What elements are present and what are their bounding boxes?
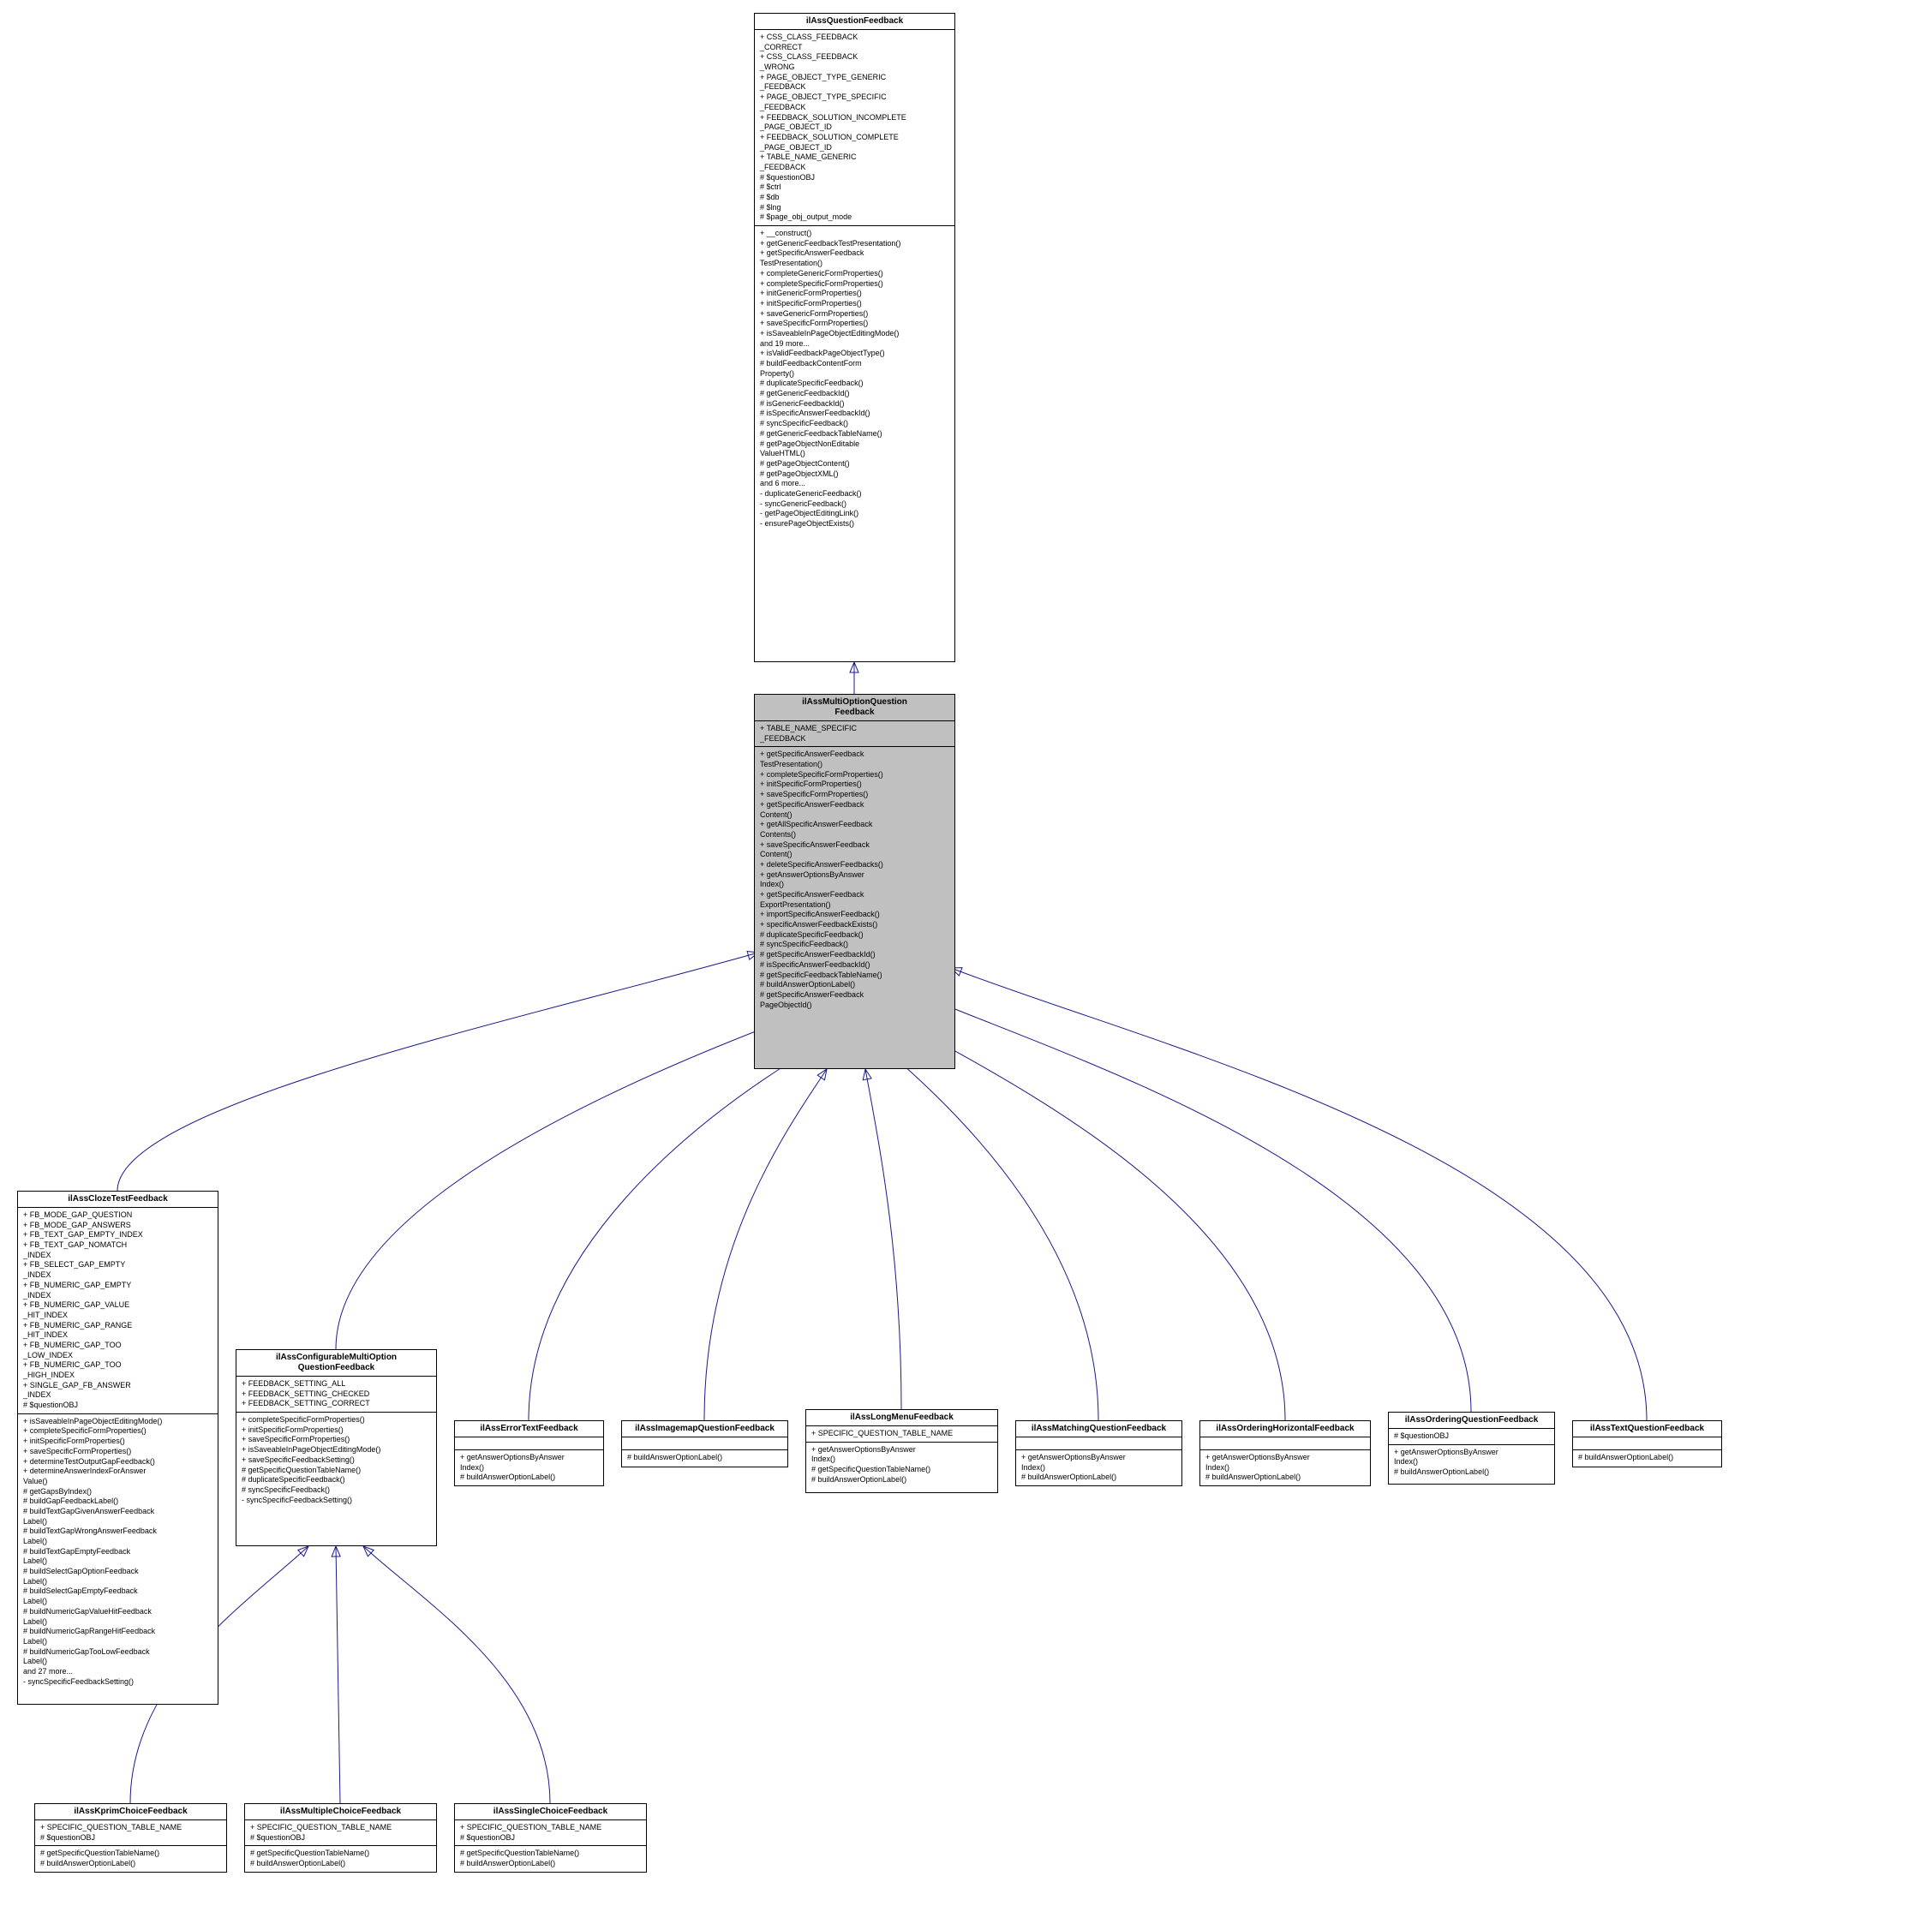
uml-class-section xyxy=(622,1437,787,1450)
inheritance-arrow xyxy=(895,1058,1098,1420)
uml-class-ilAssKprimChoiceFeedback[interactable]: ilAssKprimChoiceFeedback+ SPECIFIC_QUEST… xyxy=(34,1803,227,1873)
uml-class-section: + CSS_CLASS_FEEDBACK _CORRECT + CSS_CLAS… xyxy=(755,30,954,226)
inheritance-arrow xyxy=(363,1546,550,1803)
uml-class-section: + getAnswerOptionsByAnswer Index() # bui… xyxy=(1200,1450,1370,1485)
inheritance-arrow xyxy=(529,1058,797,1420)
uml-class-ilAssOrderingQuestionFeedback[interactable]: ilAssOrderingQuestionFeedback# $question… xyxy=(1388,1412,1555,1485)
inheritance-arrow xyxy=(336,1024,775,1349)
uml-class-title: ilAssKprimChoiceFeedback xyxy=(35,1804,226,1820)
uml-class-section: + getAnswerOptionsByAnswer Index() # get… xyxy=(806,1443,997,1488)
uml-class-section xyxy=(1200,1437,1370,1450)
uml-class-section: + TABLE_NAME_SPECIFIC _FEEDBACK xyxy=(755,721,954,747)
uml-class-title: ilAssConfigurableMultiOption QuestionFee… xyxy=(236,1350,436,1377)
uml-diagram-container: ilAssQuestionFeedback+ CSS_CLASS_FEEDBAC… xyxy=(9,9,1923,1909)
uml-class-section: # buildAnswerOptionLabel() xyxy=(1573,1450,1721,1466)
uml-class-section: + getAnswerOptionsByAnswer Index() # bui… xyxy=(1389,1445,1554,1480)
uml-class-ilAssImagemapQuestionFeedback[interactable]: ilAssImagemapQuestionFeedback # buildAnsw… xyxy=(621,1420,788,1467)
uml-class-section: + SPECIFIC_QUESTION_TABLE_NAME # $questi… xyxy=(455,1820,646,1846)
uml-class-title: ilAssSingleChoiceFeedback xyxy=(455,1804,646,1820)
uml-class-section xyxy=(455,1437,603,1450)
uml-class-section: + __construct() + getGenericFeedbackTest… xyxy=(755,226,954,532)
uml-class-title: ilAssMultipleChoiceFeedback xyxy=(245,1804,436,1820)
inheritance-arrow xyxy=(336,1546,340,1803)
inheritance-arrow xyxy=(865,1069,901,1409)
uml-class-section xyxy=(1573,1437,1721,1450)
uml-class-ilAssOrderingHorizontalFeedback[interactable]: ilAssOrderingHorizontalFeedback + getAnsw… xyxy=(1199,1420,1371,1486)
uml-class-title: ilAssOrderingQuestionFeedback xyxy=(1389,1413,1554,1429)
arrows-layer xyxy=(9,9,1923,1909)
uml-class-section: # buildAnswerOptionLabel() xyxy=(622,1450,787,1466)
uml-class-title: ilAssOrderingHorizontalFeedback xyxy=(1200,1421,1370,1437)
uml-class-section: # getSpecificQuestionTableName() # build… xyxy=(455,1846,646,1871)
uml-class-section: + getAnswerOptionsByAnswer Index() # bui… xyxy=(455,1450,603,1485)
uml-class-ilAssErrorTextFeedback[interactable]: ilAssErrorTextFeedback + getAnswerOptions… xyxy=(454,1420,604,1486)
uml-class-ilAssClozeTestFeedback[interactable]: ilAssClozeTestFeedback+ FB_MODE_GAP_QUES… xyxy=(17,1191,218,1705)
inheritance-arrow xyxy=(704,1069,827,1420)
uml-class-section: + FEEDBACK_SETTING_ALL + FEEDBACK_SETTIN… xyxy=(236,1377,436,1413)
uml-class-section: + FB_MODE_GAP_QUESTION + FB_MODE_GAP_ANS… xyxy=(18,1208,218,1414)
uml-class-title: ilAssClozeTestFeedback xyxy=(18,1192,218,1208)
uml-class-title: ilAssMatchingQuestionFeedback xyxy=(1016,1421,1181,1437)
inheritance-arrow xyxy=(117,953,758,1191)
uml-class-ilAssSingleChoiceFeedback[interactable]: ilAssSingleChoiceFeedback+ SPECIFIC_QUES… xyxy=(454,1803,647,1873)
uml-class-ilAssLongMenuFeedback[interactable]: ilAssLongMenuFeedback+ SPECIFIC_QUESTION… xyxy=(805,1409,998,1493)
uml-class-ilAssMultiOptionQuestionFeedback[interactable]: ilAssMultiOptionQuestion Feedback+ TABLE… xyxy=(754,694,955,1069)
uml-class-ilAssTextQuestionFeedback[interactable]: ilAssTextQuestionFeedback # buildAnswerOp… xyxy=(1572,1420,1722,1467)
uml-class-title: ilAssTextQuestionFeedback xyxy=(1573,1421,1721,1437)
inheritance-arrow xyxy=(921,1032,1285,1420)
uml-class-section: # getSpecificQuestionTableName() # build… xyxy=(245,1846,436,1871)
uml-class-section: + SPECIFIC_QUESTION_TABLE_NAME # $questi… xyxy=(35,1820,226,1846)
uml-class-section: + SPECIFIC_QUESTION_TABLE_NAME # $questi… xyxy=(245,1820,436,1846)
uml-class-section: + getSpecificAnswerFeedback TestPresenta… xyxy=(755,747,954,1013)
uml-class-ilAssConfigurableMultiOptionQuestionFeedback[interactable]: ilAssConfigurableMultiOption QuestionFee… xyxy=(236,1349,437,1546)
uml-class-section: # getSpecificQuestionTableName() # build… xyxy=(35,1846,226,1871)
uml-class-section: # $questionOBJ xyxy=(1389,1429,1554,1445)
uml-class-section: + completeSpecificFormProperties() + ini… xyxy=(236,1413,436,1508)
uml-class-ilAssMatchingQuestionFeedback[interactable]: ilAssMatchingQuestionFeedback + getAnswer… xyxy=(1015,1420,1182,1486)
uml-class-title: ilAssLongMenuFeedback xyxy=(806,1410,997,1426)
inheritance-arrow xyxy=(938,1002,1471,1412)
uml-class-title: ilAssQuestionFeedback xyxy=(755,14,954,30)
uml-class-section: + getAnswerOptionsByAnswer Index() # bui… xyxy=(1016,1450,1181,1485)
uml-class-section xyxy=(1016,1437,1181,1450)
uml-class-ilAssQuestionFeedback[interactable]: ilAssQuestionFeedback+ CSS_CLASS_FEEDBAC… xyxy=(754,13,955,662)
uml-class-title: ilAssErrorTextFeedback xyxy=(455,1421,603,1437)
inheritance-arrow xyxy=(951,968,1647,1420)
uml-class-section: + SPECIFIC_QUESTION_TABLE_NAME xyxy=(806,1426,997,1443)
uml-class-ilAssMultipleChoiceFeedback[interactable]: ilAssMultipleChoiceFeedback+ SPECIFIC_QU… xyxy=(244,1803,437,1873)
uml-class-title: ilAssMultiOptionQuestion Feedback xyxy=(755,695,954,721)
uml-class-title: ilAssImagemapQuestionFeedback xyxy=(622,1421,787,1437)
uml-class-section: + isSaveableInPageObjectEditingMode() + … xyxy=(18,1414,218,1690)
